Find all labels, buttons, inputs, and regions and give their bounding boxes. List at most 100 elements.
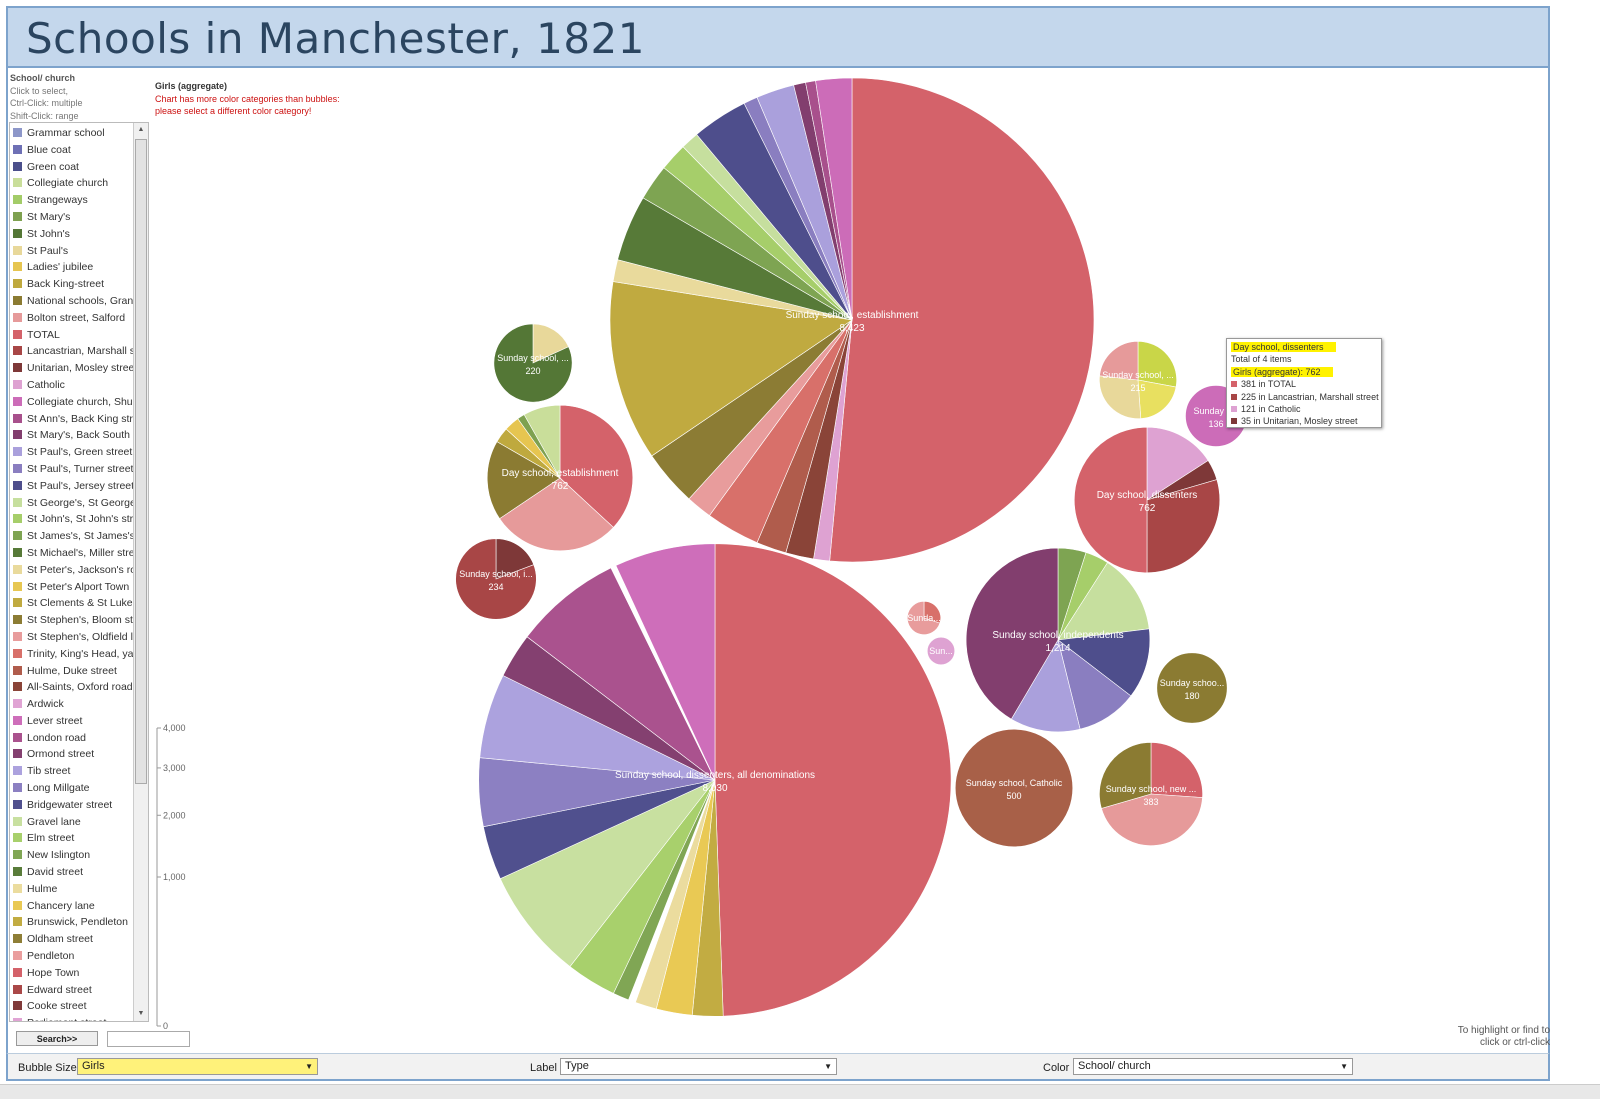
legend-item[interactable]: St Paul's, Green street [10, 444, 134, 461]
legend-item[interactable]: London road [10, 730, 134, 747]
legend-item[interactable]: Hulme [10, 881, 134, 898]
legend-item[interactable]: TOTAL [10, 327, 134, 344]
legend-item[interactable]: Brunswick, Pendleton [10, 914, 134, 931]
pie-slice[interactable] [714, 543, 952, 1017]
legend-item[interactable]: New Islington [10, 847, 134, 864]
legend-item[interactable]: Strangeways [10, 192, 134, 209]
legend-item[interactable]: Collegiate church [10, 175, 134, 192]
legend-item[interactable]: Edward street [10, 982, 134, 999]
pie-slice[interactable] [1137, 341, 1177, 388]
bubble[interactable]: Sunday school, establishment 8,423 [609, 77, 1095, 563]
pie-slice[interactable] [1057, 628, 1151, 697]
pie-slice[interactable] [1150, 742, 1203, 798]
legend-item[interactable]: Long Millgate [10, 780, 134, 797]
pie-slice[interactable] [1057, 562, 1150, 641]
legend-item[interactable]: Pendleton [10, 948, 134, 965]
pie-slice[interactable] [965, 547, 1059, 720]
pie-slice[interactable] [523, 404, 561, 480]
legend-item[interactable]: Ormond street [10, 746, 134, 763]
pie-slice[interactable] [495, 538, 535, 580]
pie-slice[interactable] [907, 601, 941, 635]
bubble-size-select[interactable]: Girls ▼ [77, 1058, 318, 1075]
pie-slice[interactable] [1146, 426, 1209, 501]
bubble[interactable]: Sunda... [907, 601, 941, 635]
pie-slice[interactable] [1099, 341, 1139, 381]
bubble[interactable]: Sunday school, i... 234 [455, 538, 537, 620]
legend-scrollbar[interactable]: ▲ ▼ [133, 123, 148, 1021]
bubble[interactable]: Sunday school, ... 220 [493, 323, 573, 403]
legend-item[interactable]: Ardwick [10, 696, 134, 713]
legend-list[interactable]: Grammar school Blue coat Green coat Collegi… [10, 125, 134, 1021]
legend-item[interactable]: Hulme, Duke street [10, 663, 134, 680]
legend-item[interactable]: Lancastrian, Marshall street [10, 343, 134, 360]
bubble[interactable]: Sunday schoo... 180 [1156, 652, 1228, 724]
scroll-thumb[interactable] [135, 139, 147, 784]
legend-item[interactable]: Gravel lane [10, 814, 134, 831]
bubble[interactable]: Day school, establishment 762 [486, 404, 634, 552]
legend-item[interactable]: St Mary's [10, 209, 134, 226]
legend-item[interactable]: St Paul's, Turner street [10, 461, 134, 478]
legend-item[interactable]: St George's, St George [10, 495, 134, 512]
pie-slice[interactable] [1099, 375, 1142, 419]
legend-item[interactable]: Cooke street [10, 998, 134, 1015]
legend-item[interactable]: Blue coat [10, 142, 134, 159]
search-input[interactable] [107, 1031, 190, 1047]
legend-item[interactable]: Hope Town [10, 965, 134, 982]
bubble[interactable]: Sunday school, independents 1,214 [965, 547, 1151, 733]
legend-item[interactable]: Chancery lane [10, 898, 134, 915]
legend-item[interactable]: St Stephen's, Bloom street [10, 612, 134, 629]
pie-slice[interactable] [1146, 479, 1221, 574]
legend-item[interactable]: David street [10, 864, 134, 881]
legend-item[interactable]: St John's [10, 226, 134, 243]
bubble[interactable]: Sunday school, ... 215 [1099, 341, 1177, 419]
pie-slice[interactable] [609, 281, 853, 457]
legend-item[interactable]: All-Saints, Oxford road [10, 679, 134, 696]
legend-item[interactable]: Lever street [10, 713, 134, 730]
scroll-down-arrow-icon[interactable]: ▼ [137, 1010, 145, 1017]
legend-item[interactable]: Collegiate church, Shude hill [10, 394, 134, 411]
legend-item[interactable]: Oldham street [10, 931, 134, 948]
pie-slice[interactable] [526, 567, 716, 781]
legend-item[interactable]: Trinity, King's Head, yard [10, 646, 134, 663]
pie-slice[interactable] [1137, 379, 1177, 419]
pie-slice[interactable] [486, 441, 561, 520]
legend-item[interactable]: St Stephen's, Oldfield lane [10, 629, 134, 646]
search-button[interactable]: Search>> [16, 1031, 98, 1046]
legend-item[interactable]: St Paul's [10, 243, 134, 260]
color-select[interactable]: School/ church ▼ [1073, 1058, 1353, 1075]
pie-slice[interactable] [954, 728, 1074, 848]
legend-list-box[interactable]: Grammar school Blue coat Green coat Collegi… [9, 122, 149, 1022]
pie-slice[interactable] [499, 477, 614, 552]
pie-slice[interactable] [1101, 793, 1203, 846]
legend-item[interactable]: Bridgewater street [10, 797, 134, 814]
legend-item[interactable]: St Mary's, Back South [10, 427, 134, 444]
pie-slice[interactable] [559, 404, 634, 528]
legend-item[interactable]: Green coat [10, 159, 134, 176]
pie-slice[interactable] [926, 636, 956, 666]
legend-item[interactable]: St Ann's, Back King street [10, 411, 134, 428]
legend-item[interactable]: St John's, St John's street [10, 511, 134, 528]
legend-item[interactable]: Tib street [10, 763, 134, 780]
bubble[interactable]: Sunday school, new ... 383 [1099, 742, 1203, 846]
pie-slice[interactable] [615, 543, 716, 781]
legend-item[interactable]: St Clements & St Luke [10, 595, 134, 612]
legend-item[interactable]: Unitarian, Mosley street [10, 360, 134, 377]
bubble[interactable]: Sun... [926, 636, 956, 666]
pie-slice[interactable] [1073, 426, 1148, 574]
pie-slice[interactable] [815, 77, 853, 321]
pie-slice[interactable] [493, 323, 573, 403]
legend-item[interactable]: St Paul's, Jersey street [10, 478, 134, 495]
legend-item[interactable]: Elm street [10, 830, 134, 847]
legend-item[interactable]: National schools, Granby [10, 293, 134, 310]
pie-slice[interactable] [532, 323, 569, 364]
legend-item[interactable]: St James's, St James's [10, 528, 134, 545]
legend-item[interactable]: Parliament street [10, 1015, 134, 1021]
bubble[interactable]: Sunday school, dissenters, all denominat… [478, 543, 952, 1017]
legend-item[interactable]: Ladies' jubilee [10, 259, 134, 276]
legend-item[interactable]: St Peter's, Jackson's row [10, 562, 134, 579]
scroll-up-arrow-icon[interactable]: ▲ [137, 126, 145, 133]
bubble[interactable]: Sunday school, Catholic 500 [954, 728, 1074, 848]
legend-item[interactable]: Bolton street, Salford [10, 310, 134, 327]
bubble[interactable]: Day school, dissenters 762 [1073, 426, 1221, 574]
